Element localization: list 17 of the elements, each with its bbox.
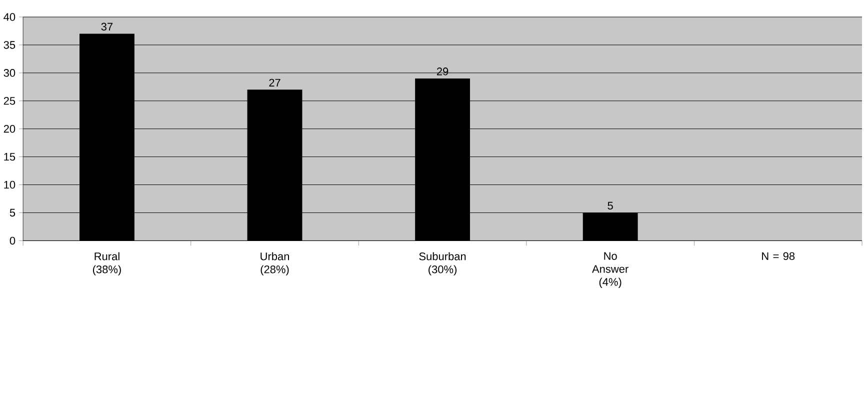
x-tick-label: N = 98	[762, 252, 795, 260]
y-tick-label: 30	[4, 68, 16, 77]
y-tick-label: 5	[10, 208, 16, 216]
x-tick-label: Rural (38%)	[92, 252, 121, 276]
x-tick-label: Urban (28%)	[260, 252, 289, 276]
y-tick-label: 10	[4, 180, 16, 188]
x-tick-label: Suburban (30%)	[419, 252, 466, 276]
y-tick-label: 25	[4, 96, 16, 105]
x-tick-label: No Answer (4%)	[592, 252, 628, 288]
y-tick-label: 20	[4, 124, 16, 132]
y-tick-label: 15	[4, 152, 16, 160]
y-tick-label: 35	[4, 40, 16, 49]
y-tick-label: 40	[4, 12, 16, 21]
data-label: 5	[608, 202, 613, 210]
data-label: 37	[101, 22, 113, 30]
data-label: 27	[269, 78, 280, 86]
y-tick-label: 0	[10, 236, 16, 244]
